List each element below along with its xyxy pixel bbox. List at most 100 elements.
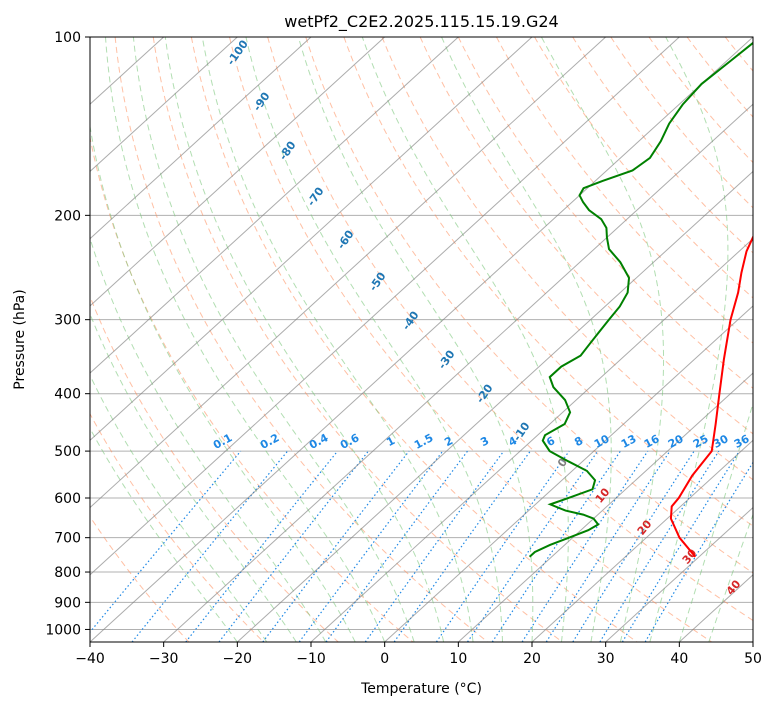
x-tick-label: 10 <box>449 651 467 667</box>
x-tick-label: −10 <box>296 651 326 667</box>
mixing-ratio-line <box>491 450 621 642</box>
mixing-ratio-line <box>364 450 505 642</box>
y-tick-label: 700 <box>54 531 81 547</box>
x-tick-label: −20 <box>223 651 253 667</box>
mixing-ratio-label: 20 <box>666 432 686 451</box>
moist-adiabat <box>201 37 474 642</box>
x-tick-label: 0 <box>380 651 389 667</box>
chart-title: wetPf2_C2E2.2025.115.15.19.G24 <box>284 12 558 32</box>
dry-adiabat <box>267 37 753 622</box>
sounding-profiles <box>528 41 753 558</box>
mixing-ratio-label: 36 <box>732 432 752 451</box>
isotherm-line <box>531 439 753 642</box>
y-tick-label: 900 <box>54 595 81 611</box>
dry-adiabat <box>305 37 753 574</box>
dry-adiabat <box>229 37 713 642</box>
mixing-ratio-line <box>545 450 671 642</box>
dry-adiabat <box>534 37 753 299</box>
x-axis-title: Temperature (°C) <box>360 681 482 697</box>
series-temperature <box>669 234 753 558</box>
dry-adiabat <box>90 515 190 642</box>
mixing-ratio-line <box>521 450 649 642</box>
x-tick-label: 30 <box>597 651 615 667</box>
mixing-ratio-label: 13 <box>619 432 639 451</box>
isotherm-line <box>90 37 312 240</box>
mixing-ratio-line <box>621 450 740 642</box>
mixing-ratio-line <box>435 450 570 642</box>
mixing-ratio-label: 30 <box>711 432 731 451</box>
dry-adiabat <box>763 37 775 642</box>
moist-adiabat <box>361 37 569 642</box>
moist-adiabat <box>297 37 534 642</box>
x-tick-label: 40 <box>670 651 688 667</box>
y-axis: 100 200 300 400 500 600 700 800 900 1000 <box>45 30 90 638</box>
mixing-ratio-line <box>262 450 410 642</box>
isotherm-line <box>384 305 753 642</box>
moist-adiabat <box>441 37 612 642</box>
isotherm-line <box>457 372 753 642</box>
x-tick-label: 50 <box>744 651 762 667</box>
isotherm-line <box>90 37 753 642</box>
moist-adiabat <box>90 236 327 642</box>
y-tick-label: 800 <box>54 565 81 581</box>
dry-adiabat <box>90 412 264 642</box>
dry-adiabat <box>419 37 753 435</box>
isotherm-line <box>163 103 753 642</box>
mixing-ratio-line <box>467 450 599 642</box>
dry-adiabat <box>114 37 488 642</box>
pressure-gridlines <box>90 37 753 630</box>
mixing-ratio-line <box>325 450 469 642</box>
dry-adiabat <box>381 37 753 481</box>
moist-adiabat <box>540 37 665 642</box>
y-tick-label: 600 <box>54 491 81 507</box>
skewed-isotherms <box>90 37 753 642</box>
isotherm-line <box>605 506 753 642</box>
x-tick-label: 20 <box>523 651 541 667</box>
isotherm-line <box>90 37 459 374</box>
isotherm-line <box>90 37 238 173</box>
y-tick-label: 400 <box>54 387 81 403</box>
mixing-ratio-label: 25 <box>691 432 711 451</box>
mixing-ratio-label: 16 <box>642 432 662 451</box>
x-tick-label: −30 <box>149 651 179 667</box>
series-dewpoint <box>528 41 753 558</box>
isotherm-line <box>236 170 753 642</box>
moist-adiabat <box>245 37 504 642</box>
plot-frame <box>89 36 754 643</box>
mixing-ratio-line <box>131 450 289 642</box>
dry-adiabat <box>343 37 753 527</box>
isotherm-line <box>90 37 386 307</box>
x-tick-label: −40 <box>75 651 105 667</box>
moist-adiabats <box>90 37 753 642</box>
moist-adiabat <box>90 312 297 642</box>
isotherm-line <box>310 237 753 642</box>
mixing-ratio-line <box>90 450 242 634</box>
moist-adiabat <box>90 427 238 642</box>
y-tick-label: 1000 <box>45 622 81 638</box>
isotherm-line <box>90 37 607 509</box>
mixing-ratio-line <box>572 450 695 642</box>
mixing-ratio-lines <box>90 450 753 642</box>
dry-adiabat <box>90 295 339 642</box>
isotherm-line <box>90 37 533 442</box>
y-tick-label: 500 <box>54 444 81 460</box>
moist-adiabat <box>104 37 386 642</box>
moist-adiabat <box>649 37 729 642</box>
moist-adiabat <box>164 37 445 642</box>
dry-adiabat <box>190 37 638 642</box>
x-axis: −40 −30 −20 −10 0 10 20 30 40 50 <box>75 642 762 667</box>
moist-adiabat <box>678 401 753 642</box>
y-axis-title: Pressure (hPa) <box>12 289 28 389</box>
dry-adiabat <box>572 37 753 254</box>
dry-adiabat <box>152 37 563 642</box>
moist-adiabat <box>90 374 268 642</box>
moist-adiabat <box>708 513 753 642</box>
mixing-ratio-line <box>185 450 339 642</box>
moist-adiabat <box>90 123 356 642</box>
y-tick-label: 100 <box>54 30 81 46</box>
mixing-ratio-line <box>298 450 444 642</box>
isotherm-line <box>752 641 753 642</box>
mixing-ratio-label: 10 <box>592 432 612 451</box>
y-tick-label: 300 <box>54 313 81 329</box>
